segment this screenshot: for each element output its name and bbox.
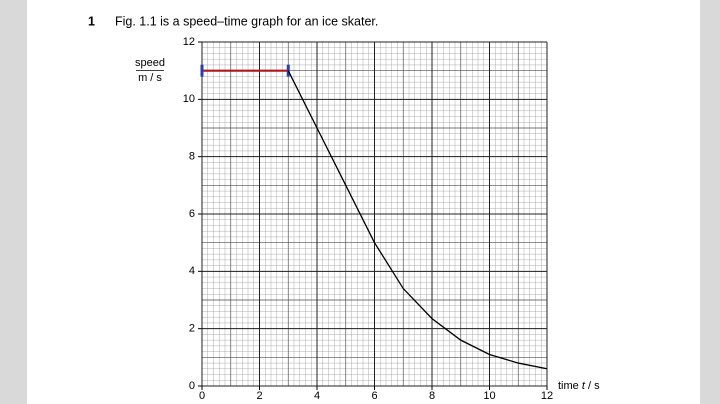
y-axis-label: m / s xyxy=(138,72,162,84)
question-number: 1 xyxy=(88,14,95,28)
y-tick-label: 4 xyxy=(189,265,195,277)
y-tick-label: 10 xyxy=(183,93,195,105)
y-tick-label: 8 xyxy=(189,151,195,163)
x-tick-label: 0 xyxy=(199,390,205,402)
x-tick-label: 6 xyxy=(371,390,377,402)
x-axis-label-part: t xyxy=(582,380,586,392)
x-tick-label: 8 xyxy=(429,390,435,402)
x-axis-label-part: time xyxy=(558,380,582,392)
x-tick-label: 4 xyxy=(314,390,320,402)
point-marker xyxy=(200,64,204,77)
y-tick-label: 12 xyxy=(183,36,195,48)
chart-title: Fig. 1.1 is a speed–time graph for an ic… xyxy=(115,14,378,28)
y-tick-label: 6 xyxy=(189,208,195,220)
x-tick-label: 10 xyxy=(483,390,495,402)
x-tick-label: 12 xyxy=(541,390,553,402)
y-axis-label: speed xyxy=(135,57,165,69)
x-axis-label-part: / s xyxy=(585,380,600,392)
paper xyxy=(27,0,700,404)
y-tick-label: 0 xyxy=(189,380,195,392)
x-axis-label: time t / s xyxy=(558,380,600,392)
x-tick-label: 2 xyxy=(256,390,262,402)
y-tick-label: 2 xyxy=(189,323,195,335)
data-line xyxy=(287,70,548,370)
